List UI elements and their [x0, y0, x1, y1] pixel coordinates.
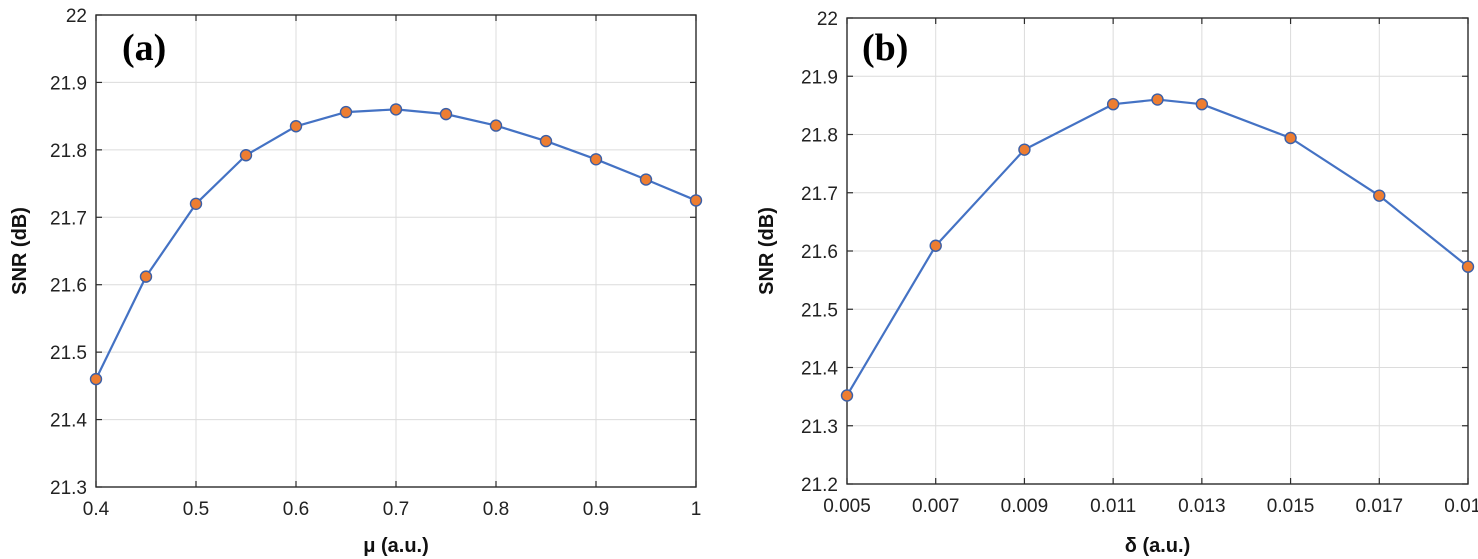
x-axis-label: δ (a.u.) — [1125, 535, 1190, 557]
x-tick-label: 0.019 — [1444, 496, 1478, 517]
chart-panel-a: 0.4 0.5 0.6 0.7 0.8 0.9 1 21.3 21.4 21.5 21.6 21.7 2… — [9, 6, 703, 557]
data-point — [1373, 189, 1386, 202]
y-tick-label: 21.2 — [801, 475, 838, 496]
y-tick-label: 21.8 — [801, 126, 838, 147]
y-tick-label: 22 — [817, 9, 838, 30]
y-tick-label: 21.8 — [50, 141, 87, 162]
data-point — [439, 107, 453, 121]
data-point — [539, 134, 553, 148]
panel-label: (b) — [862, 27, 908, 69]
data-point — [489, 119, 503, 132]
data-point — [1195, 98, 1209, 111]
data-point — [589, 153, 603, 166]
x-tick-label: 0.007 — [912, 496, 960, 517]
data-point — [1018, 143, 1031, 156]
x-tick-label: 0.6 — [283, 499, 309, 520]
data-point — [1284, 131, 1297, 145]
x-tick-label: 1 — [691, 499, 702, 520]
data-point — [840, 389, 854, 402]
data-point — [1151, 93, 1164, 106]
data-point — [1461, 260, 1475, 273]
data-point — [339, 105, 353, 119]
y-tick-label: 21.6 — [801, 242, 838, 263]
x-tick-label: 0.009 — [1001, 496, 1049, 517]
y-tick-label: 21.9 — [801, 67, 838, 88]
x-tick-label: 0.013 — [1178, 496, 1226, 517]
x-tick-label: 0.9 — [583, 499, 609, 520]
y-tick-label: 21.5 — [50, 343, 87, 364]
data-point — [289, 120, 303, 133]
x-axis-label: μ (a.u.) — [363, 535, 429, 557]
x-tick-label: 0.015 — [1267, 496, 1315, 517]
y-tick-label: 21.4 — [801, 359, 838, 380]
data-point — [639, 173, 653, 186]
data-point — [689, 194, 703, 207]
x-tick-label: 0.005 — [823, 496, 871, 517]
x-tick-label: 0.017 — [1356, 496, 1404, 517]
x-tick-label: 0.011 — [1090, 496, 1136, 517]
y-tick-label: 21.3 — [50, 478, 87, 499]
y-axis-label: SNR (dB) — [9, 207, 31, 295]
y-tick-label: 21.6 — [50, 276, 87, 297]
y-tick-label: 21.9 — [50, 73, 87, 94]
panel-label: (a) — [122, 27, 166, 69]
data-point — [89, 372, 103, 386]
y-tick-label: 21.3 — [801, 417, 838, 438]
y-tick-label: 22 — [66, 6, 87, 27]
y-axis-label: SNR (dB) — [756, 207, 778, 295]
data-point — [239, 149, 253, 162]
data-point — [1106, 98, 1120, 111]
data-point — [929, 239, 942, 252]
y-tick-label: 21.4 — [50, 411, 87, 432]
y-tick-label: 21.7 — [50, 208, 87, 229]
data-point — [189, 197, 203, 211]
data-point — [389, 103, 403, 116]
y-tick-label: 21.5 — [801, 300, 838, 321]
x-tick-label: 0.7 — [383, 499, 409, 520]
y-tick-label: 21.7 — [801, 184, 838, 205]
data-point — [139, 270, 153, 283]
chart-panel-b: 0.005 0.007 0.009 0.011 0.013 0.015 0.017 0.019… — [756, 9, 1478, 557]
x-tick-label: 0.4 — [83, 499, 110, 520]
x-tick-label: 0.8 — [483, 499, 509, 520]
x-tick-label: 0.5 — [183, 499, 209, 520]
